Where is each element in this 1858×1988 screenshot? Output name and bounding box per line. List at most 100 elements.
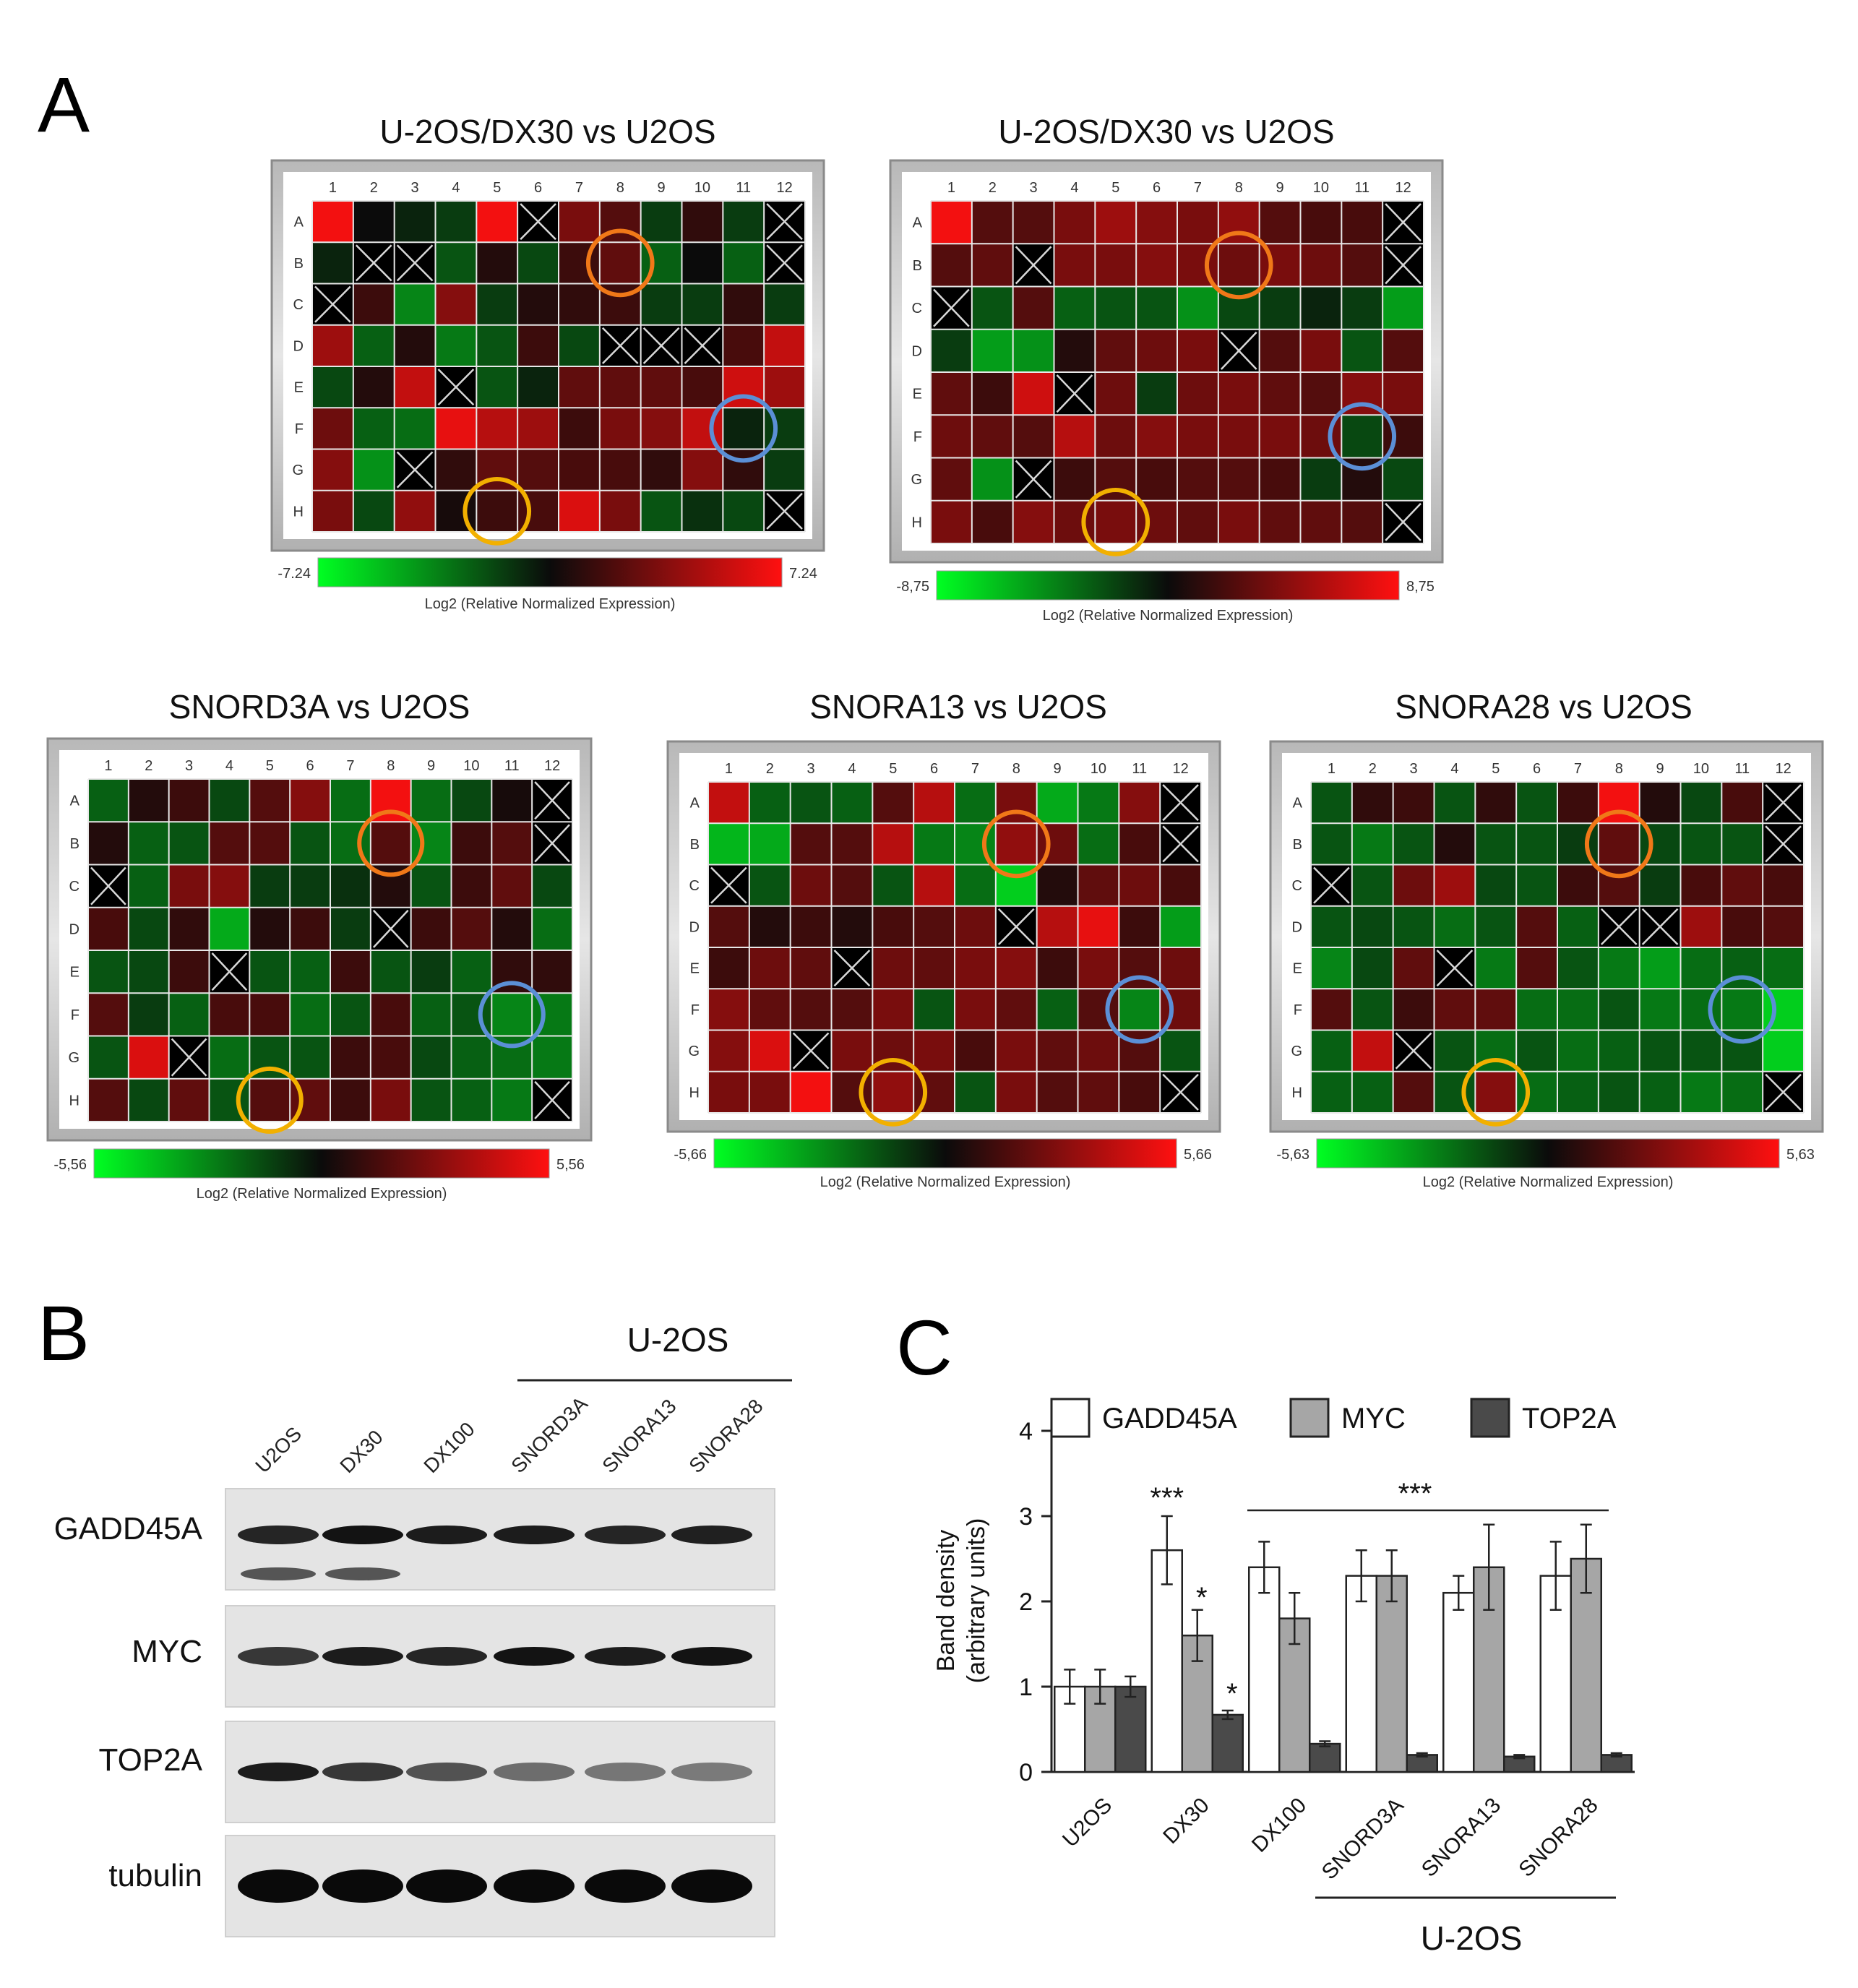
column-label: 9 [1054, 761, 1062, 777]
marker-circle-blue [1105, 975, 1174, 1044]
heatmap-cell [1557, 905, 1599, 947]
heatmap-cell [1136, 329, 1177, 372]
heatmap-cell [1300, 244, 1342, 287]
heatmap-cell [1259, 415, 1301, 458]
heatmap-cell [1475, 823, 1517, 865]
empty-well-cross [1385, 203, 1422, 242]
legend-label: MYC [1341, 1403, 1406, 1434]
heatmap-cell [995, 823, 1037, 865]
heatmap-cell [1598, 947, 1640, 989]
column-label: 12 [1172, 761, 1188, 777]
heatmap-cell [1218, 457, 1260, 501]
column-label: 8 [387, 758, 395, 774]
heatmap-cell [168, 993, 210, 1036]
marker-circle-orange [357, 809, 425, 877]
heatmap-cell [1341, 415, 1383, 458]
heatmap-cell [1078, 947, 1119, 989]
heatmap-cell [1160, 905, 1201, 947]
heatmap-cell [640, 283, 682, 325]
heatmap-cell [128, 864, 169, 908]
heatmap-cell [1434, 864, 1476, 906]
heatmap-cell [1054, 457, 1096, 501]
heatmap-cell [1095, 372, 1137, 416]
protein-band [585, 1869, 666, 1903]
heatmap-cell [831, 989, 873, 1030]
heatmap-cell [1054, 244, 1096, 287]
heatmap-cell [1475, 947, 1517, 989]
heatmap-cell [1557, 947, 1599, 989]
heatmap-cell [872, 823, 914, 865]
scale-max-label: 5,66 [1184, 1147, 1212, 1163]
heatmap-cell [249, 993, 291, 1036]
heatmap-cell [872, 1071, 914, 1113]
heatmap-cell [517, 366, 559, 408]
heatmap-cell [1557, 1030, 1599, 1072]
heatmap-cell [913, 947, 955, 989]
scale-axis-label: Log2 (Relative Normalized Expression) [425, 596, 676, 612]
empty-well-cross [314, 285, 351, 323]
heatmap-cell [931, 372, 972, 416]
scale-axis-label: Log2 (Relative Normalized Expression) [1043, 608, 1294, 624]
heatmap-cell [451, 1078, 492, 1122]
column-label: 2 [370, 180, 378, 196]
heatmap-cell [790, 782, 832, 824]
row-label: C [689, 878, 700, 894]
heatmap-cell [1516, 905, 1557, 947]
heatmap-cell [209, 1036, 250, 1079]
row-label: G [292, 462, 304, 478]
heatmap-cell [394, 490, 436, 532]
heatmap-cell [353, 324, 395, 366]
heatmap-cell [290, 779, 330, 822]
heatmap-cell [290, 864, 330, 908]
heatmap-cell [88, 993, 129, 1036]
heatmap-cell [491, 779, 533, 822]
heatmap-cell [640, 490, 682, 532]
empty-well-cross [372, 909, 409, 948]
heatmap-cell [1095, 329, 1137, 372]
heatmap-cell [451, 950, 492, 994]
empty-well-cross [396, 451, 434, 489]
color-scale-bar [936, 570, 1400, 601]
column-label: 5 [493, 180, 501, 196]
column-label: 8 [616, 180, 624, 196]
empty-well-cross [211, 952, 248, 991]
heatmap-cell [1721, 1071, 1763, 1113]
heatmap-cell [764, 449, 805, 491]
heatmap-cell [1763, 1030, 1804, 1072]
heatmap-cell [1136, 201, 1177, 244]
heatmap-cell [1311, 782, 1352, 824]
protein-band [238, 1526, 319, 1544]
heatmap-cell [1311, 823, 1352, 865]
row-label: A [294, 215, 304, 231]
color-scale-bar [317, 557, 783, 588]
heatmap-cell [681, 449, 723, 491]
heatmap-cell [1516, 864, 1557, 906]
heatmap-cell [1012, 201, 1054, 244]
heatmap-cell [708, 782, 749, 824]
heatmap-cell [168, 864, 210, 908]
heatmap-cell [1078, 864, 1119, 906]
column-label: 11 [1354, 180, 1369, 196]
heatmap-cell [1721, 782, 1763, 824]
heatmap-title: SNORA28 vs U2OS [1395, 688, 1693, 726]
heatmap-cell [353, 408, 395, 449]
column-label: 12 [776, 180, 792, 196]
heatmap-cell [749, 823, 791, 865]
heatmap-cell [353, 201, 395, 243]
y-tick-label: 1 [1019, 1674, 1033, 1701]
heatmap-cell [168, 907, 210, 950]
heatmap-cell [971, 457, 1013, 501]
heatmap-cell [681, 490, 723, 532]
heatmap-cell [394, 324, 436, 366]
heatmap-cell [168, 1078, 210, 1122]
row-label: G [911, 472, 922, 488]
protein-band [494, 1869, 575, 1903]
heatmap-cell [435, 324, 477, 366]
heatmap-cell [209, 822, 250, 865]
color-scale-bar [93, 1148, 550, 1179]
protein-band [406, 1763, 487, 1781]
marker-circle-orange [1584, 809, 1653, 879]
heatmap-cell [913, 905, 955, 947]
heatmap-cell [749, 947, 791, 989]
